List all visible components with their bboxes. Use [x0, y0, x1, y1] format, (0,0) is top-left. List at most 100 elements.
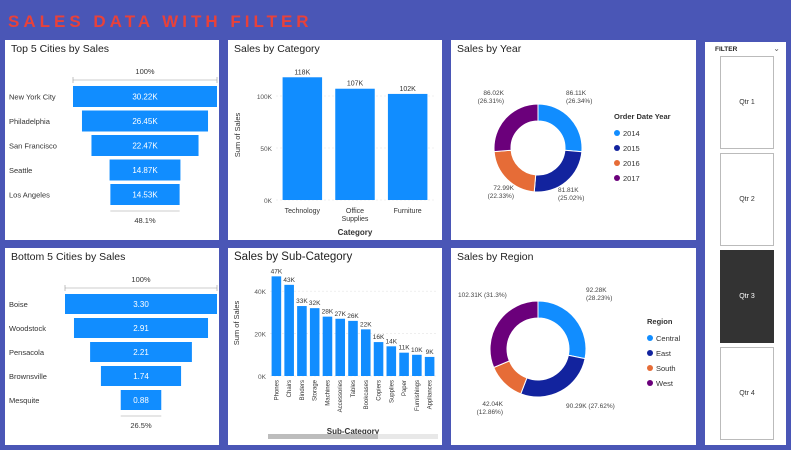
data-label: 11K [399, 345, 411, 352]
top5-panel[interactable]: Top 5 Cities by Sales 100% 30.22K New York… [5, 40, 219, 240]
chevron-down-icon[interactable]: ⌄ [773, 44, 780, 53]
funnel-category-label: New York City [9, 93, 56, 102]
slicer-item-qtr4[interactable]: Qtr 4 [720, 347, 774, 440]
funnel-bar [65, 294, 217, 314]
legend-marker [614, 130, 620, 136]
column-bar [284, 284, 294, 376]
dashboard-title: SALES DATA WITH FILTER [8, 12, 313, 31]
x-tick-label: Supplies [342, 216, 369, 223]
subcat-title: Sales by Sub-Category [234, 251, 353, 263]
funnel-category-label: Philadelphia [9, 117, 51, 126]
funnel-value-label: 14.53K [132, 191, 158, 200]
funnel-value-label: 30.22K [132, 93, 158, 102]
funnel-value-label: 26.45K [132, 117, 158, 126]
data-label: 118K [294, 69, 310, 76]
region-data-label-percent: (12.86%) [477, 409, 503, 416]
year-data-label-percent: (26.31%) [478, 98, 504, 105]
region-data-label: 42.04K [482, 401, 503, 408]
data-label: 10K [411, 347, 423, 354]
data-label: 28K [322, 309, 334, 316]
funnel-category-label: Woodstock [9, 324, 46, 333]
legend-label: East [656, 349, 672, 358]
data-label: 47K [271, 268, 283, 275]
column-bar [360, 329, 371, 376]
year-data-label: 86.02K [483, 90, 504, 97]
funnel-category-label: Pensacola [9, 348, 45, 357]
x-tick-label: Phones [274, 380, 280, 400]
column-bar [386, 346, 397, 376]
funnel-value-label: 3.30 [133, 300, 149, 309]
x-tick-label: Chairs [287, 380, 293, 397]
category-panel[interactable]: Sales by Category 100K 50K 0K 118K Technolog… [228, 40, 442, 240]
data-label: 16K [373, 334, 385, 341]
y-tick-label: 40K [254, 289, 266, 296]
column-bar [309, 308, 320, 376]
year-slice [537, 103, 583, 153]
column-bar [412, 354, 422, 376]
slicer-item-qtr1[interactable]: Qtr 1 [720, 56, 774, 149]
data-label: 26K [347, 313, 359, 320]
data-label: 43K [283, 277, 295, 284]
x-tick-label: Office [346, 208, 364, 215]
funnel-bar [110, 184, 180, 205]
legend-marker [647, 365, 653, 371]
data-label: 32K [309, 300, 321, 307]
funnel-bar [81, 110, 209, 132]
funnel-value-label: 1.74 [133, 372, 149, 381]
x-tick-label: Bookcases [364, 380, 370, 409]
y-tick-label: 50K [260, 146, 272, 153]
year-data-label-percent: (25.02%) [558, 195, 584, 202]
bottom5-chart: 100% 3.30 Boise 2.91 Woodstock 2.21 Pensacola 1… [9, 275, 218, 430]
region-data-label: 102.31K (31.3%) [458, 292, 507, 299]
region-slice [520, 354, 586, 398]
slicer-title: FILTER [715, 46, 738, 53]
funnel-bar [100, 366, 182, 386]
slicer-item-qtr2[interactable]: Qtr 2 [720, 153, 774, 246]
funnel-category-label: Los Angeles [9, 191, 50, 200]
year-panel[interactable]: Sales by Year Order Date Year 2014 2015 201… [451, 40, 696, 240]
x-tick-label: Furniture [394, 208, 422, 215]
funnel-category-label: Boise [9, 300, 28, 309]
y-tick-label: 100K [257, 94, 273, 101]
legend-label: South [656, 364, 676, 373]
x-tick-label: Accessories [338, 380, 344, 412]
funnel-top-percent: 100% [131, 275, 151, 284]
slicer-item-label: Qtr 2 [739, 196, 755, 203]
category-chart: 100K 50K 0K 118K Technology 107K OfficeSupplie… [233, 69, 434, 237]
region-data-label: 90.29K (27.62%) [566, 403, 615, 410]
legend-marker [614, 145, 620, 151]
x-axis-title: Category [338, 228, 373, 237]
year-title: Sales by Year [457, 43, 522, 55]
funnel-value-label: 22.47K [132, 142, 158, 151]
bottom5-panel[interactable]: Bottom 5 Cities by Sales 100% 3.30 Boise 2.… [5, 248, 219, 445]
column-bar [335, 88, 375, 200]
x-tick-label: Supplies [389, 380, 395, 403]
region-panel[interactable]: Sales by Region Region Central East South We… [451, 248, 696, 445]
top5-title: Top 5 Cities by Sales [11, 43, 110, 55]
data-label: 107K [347, 81, 364, 88]
year-data-label-percent: (22.33%) [488, 193, 514, 200]
data-label: 14K [386, 338, 398, 345]
slicer-item-qtr3[interactable]: Qtr 3 [720, 250, 774, 343]
column-bar [297, 306, 307, 376]
column-bar [373, 342, 384, 376]
funnel-bottom-percent: 26.5% [130, 421, 152, 430]
column-bar [424, 356, 435, 376]
funnel-top-percent: 100% [135, 67, 155, 76]
legend-label: 2016 [623, 159, 640, 168]
column-bar [322, 316, 333, 376]
legend-marker [647, 350, 653, 356]
quarter-slicer[interactable]: FILTER ⌄ Qtr 1 Qtr 2 Qtr 3 Qtr 4 [705, 42, 786, 445]
legend-label: 2015 [623, 144, 640, 153]
category-title: Sales by Category [234, 43, 320, 55]
data-label: 27K [334, 311, 346, 318]
funnel-bottom-percent: 48.1% [134, 216, 156, 225]
x-tick-label: Storage [313, 379, 319, 401]
subcat-panel[interactable]: Sales by Sub-Category 40K 20K 0K 47K Phones 4… [228, 248, 442, 445]
bottom5-title: Bottom 5 Cities by Sales [11, 251, 126, 263]
funnel-category-label: Brownsville [9, 372, 47, 381]
x-tick-label: Paper [402, 380, 408, 396]
x-tick-label: Tables [351, 380, 357, 397]
funnel-category-label: Seattle [9, 166, 32, 175]
funnel-value-label: 2.21 [133, 348, 149, 357]
